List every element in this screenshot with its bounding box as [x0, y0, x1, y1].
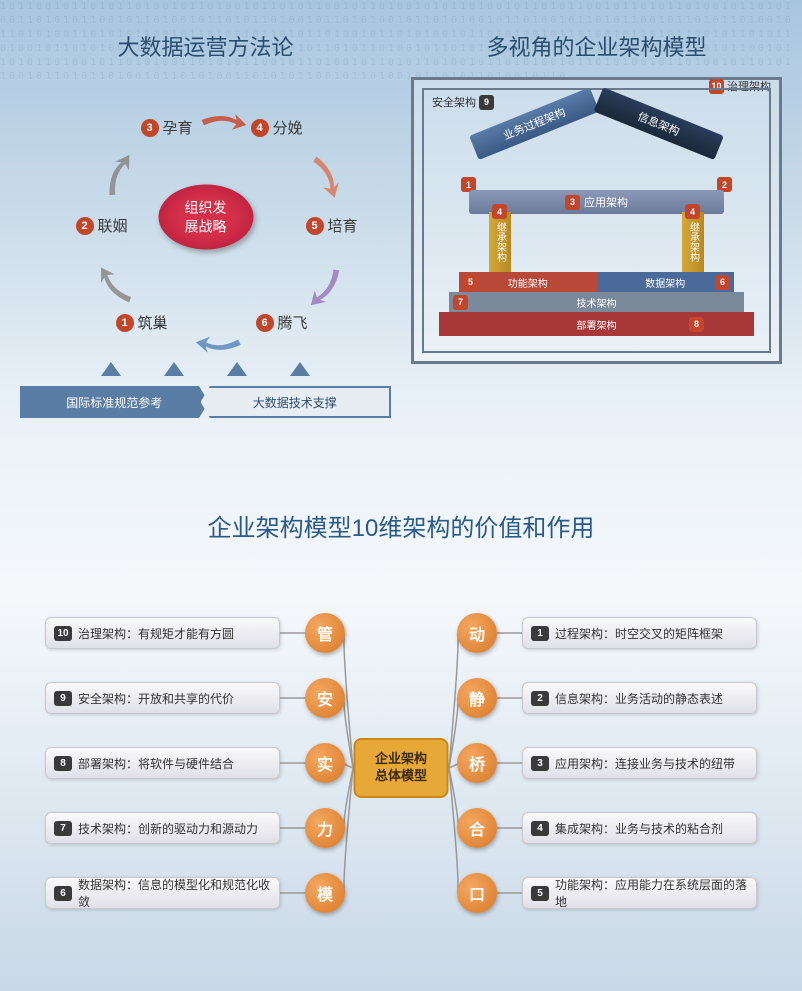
architecture-panel: 多视角的企业架构模型 10 治理架构 安全架构 9 业务过程架构 信息架构 1 …: [411, 30, 782, 418]
cycle-arrow-5: [190, 318, 246, 360]
up-arrow-icon: [227, 362, 247, 376]
right-circle-3: 合: [457, 808, 497, 848]
pillar-right: 4 继承架构: [682, 212, 704, 272]
up-arrow-icon: [290, 362, 310, 376]
cycle-node-4: 4分娩: [251, 117, 303, 138]
left-item-4: 6数据架构：信息的模型化和规范化收敛: [45, 877, 280, 909]
cycle-arrow-2: [194, 105, 252, 150]
base-row-3: 部署架构8: [439, 312, 754, 336]
bottom-title: 企业架构模型10维架构的价值和作用: [30, 508, 772, 543]
pillar-left: 4 继承架构: [489, 212, 511, 272]
footer-left: 国际标准规范参考: [20, 386, 209, 418]
top-section: 大数据运营方法论 组织发 展战略 1筑巢 2联姻 3孕育 4分娩 5培育 6腾飞 国际标准…: [0, 0, 802, 448]
mindmap: 企业架构 总体模型 管 10治理架构：有规矩才能有方圆安 9安全架构：开放和共享的代…: [30, 593, 772, 943]
right-circle-2: 桥: [457, 743, 497, 783]
base-row-1: 5功能架构 数据架构6: [459, 272, 734, 292]
security-label: 安全架构 9: [432, 94, 494, 110]
right-item-2: 3应用架构：连接业务与技术的纽带: [522, 747, 757, 779]
base-row-2: 7技术架构: [449, 292, 744, 312]
left-circle-1: 安: [305, 678, 345, 718]
cycle-node-5: 5培育: [306, 215, 358, 236]
left-circle-3: 力: [305, 808, 345, 848]
methodology-panel: 大数据运营方法论 组织发 展战略 1筑巢 2联姻 3孕育 4分娩 5培育 6腾飞 国际标准…: [20, 30, 391, 418]
right-circle-0: 动: [457, 613, 497, 653]
right-item-0: 1过程架构：时空交叉的矩阵框架: [522, 617, 757, 649]
left-item-1: 9安全架构：开放和共享的代价: [45, 682, 280, 714]
bottom-section: 企业架构模型10维架构的价值和作用 企业架构 总体模型 管 10治理架构：有规矩才…: [0, 448, 802, 973]
left-circle-4: 模: [305, 873, 345, 913]
cycle-node-6: 6腾飞: [256, 312, 308, 333]
right-circle-1: 静: [457, 678, 497, 718]
up-arrow-icon: [101, 362, 121, 376]
right-item-4: 5功能架构：应用能力在系统层面的落地: [522, 877, 757, 909]
left-item-2: 8部署架构：将软件与硬件结合: [45, 747, 280, 779]
house-inner-frame: 安全架构 9 业务过程架构 信息架构 1 2 3 应用架构 4 继承架构: [422, 88, 771, 353]
roof: 业务过程架构 信息架构 1 2: [439, 120, 754, 190]
cycle-center: 组织发 展战略: [158, 185, 253, 250]
cycle-arrow-3: [291, 146, 350, 213]
up-arrows: [20, 362, 391, 376]
house-outer-frame: 10 治理架构 安全架构 9 业务过程架构 信息架构 1 2 3 应用架构: [411, 77, 782, 364]
architecture-title: 多视角的企业架构模型: [411, 30, 782, 62]
pillars: 4 继承架构 4 继承架构: [439, 212, 754, 272]
right-item-3: 4集成架构：业务与技术的粘合剂: [522, 812, 757, 844]
cycle-arrow-1: [93, 144, 152, 211]
base-tech: 7技术架构: [449, 292, 744, 312]
base-data: 数据架构6: [597, 272, 735, 292]
cycle-arrow-4: [288, 251, 353, 319]
mindmap-center: 企业架构 总体模型: [354, 738, 449, 798]
methodology-title: 大数据运营方法论: [20, 30, 391, 62]
right-item-1: 2信息架构：业务活动的静态表述: [522, 682, 757, 714]
base-function: 5功能架构: [459, 272, 597, 292]
cycle-node-2: 2联姻: [76, 215, 128, 236]
roof-right: 信息架构: [594, 87, 724, 160]
left-item-3: 7技术架构：创新的驱动力和源动力: [45, 812, 280, 844]
left-circle-0: 管: [305, 613, 345, 653]
up-arrow-icon: [164, 362, 184, 376]
cycle-diagram: 组织发 展战略 1筑巢 2联姻 3孕育 4分娩 5培育 6腾飞: [36, 77, 376, 357]
cycle-node-3: 3孕育: [141, 117, 193, 138]
left-item-0: 10治理架构：有规矩才能有方圆: [45, 617, 280, 649]
left-circle-2: 实: [305, 743, 345, 783]
base-deploy: 部署架构8: [439, 312, 754, 336]
cycle-node-1: 1筑巢: [116, 312, 168, 333]
right-circle-4: 口: [457, 873, 497, 913]
cycle-arrow-0: [85, 248, 151, 316]
footer-right: 大数据技术支撑: [201, 386, 392, 418]
footer-bar: 国际标准规范参考 大数据技术支撑: [20, 386, 391, 418]
